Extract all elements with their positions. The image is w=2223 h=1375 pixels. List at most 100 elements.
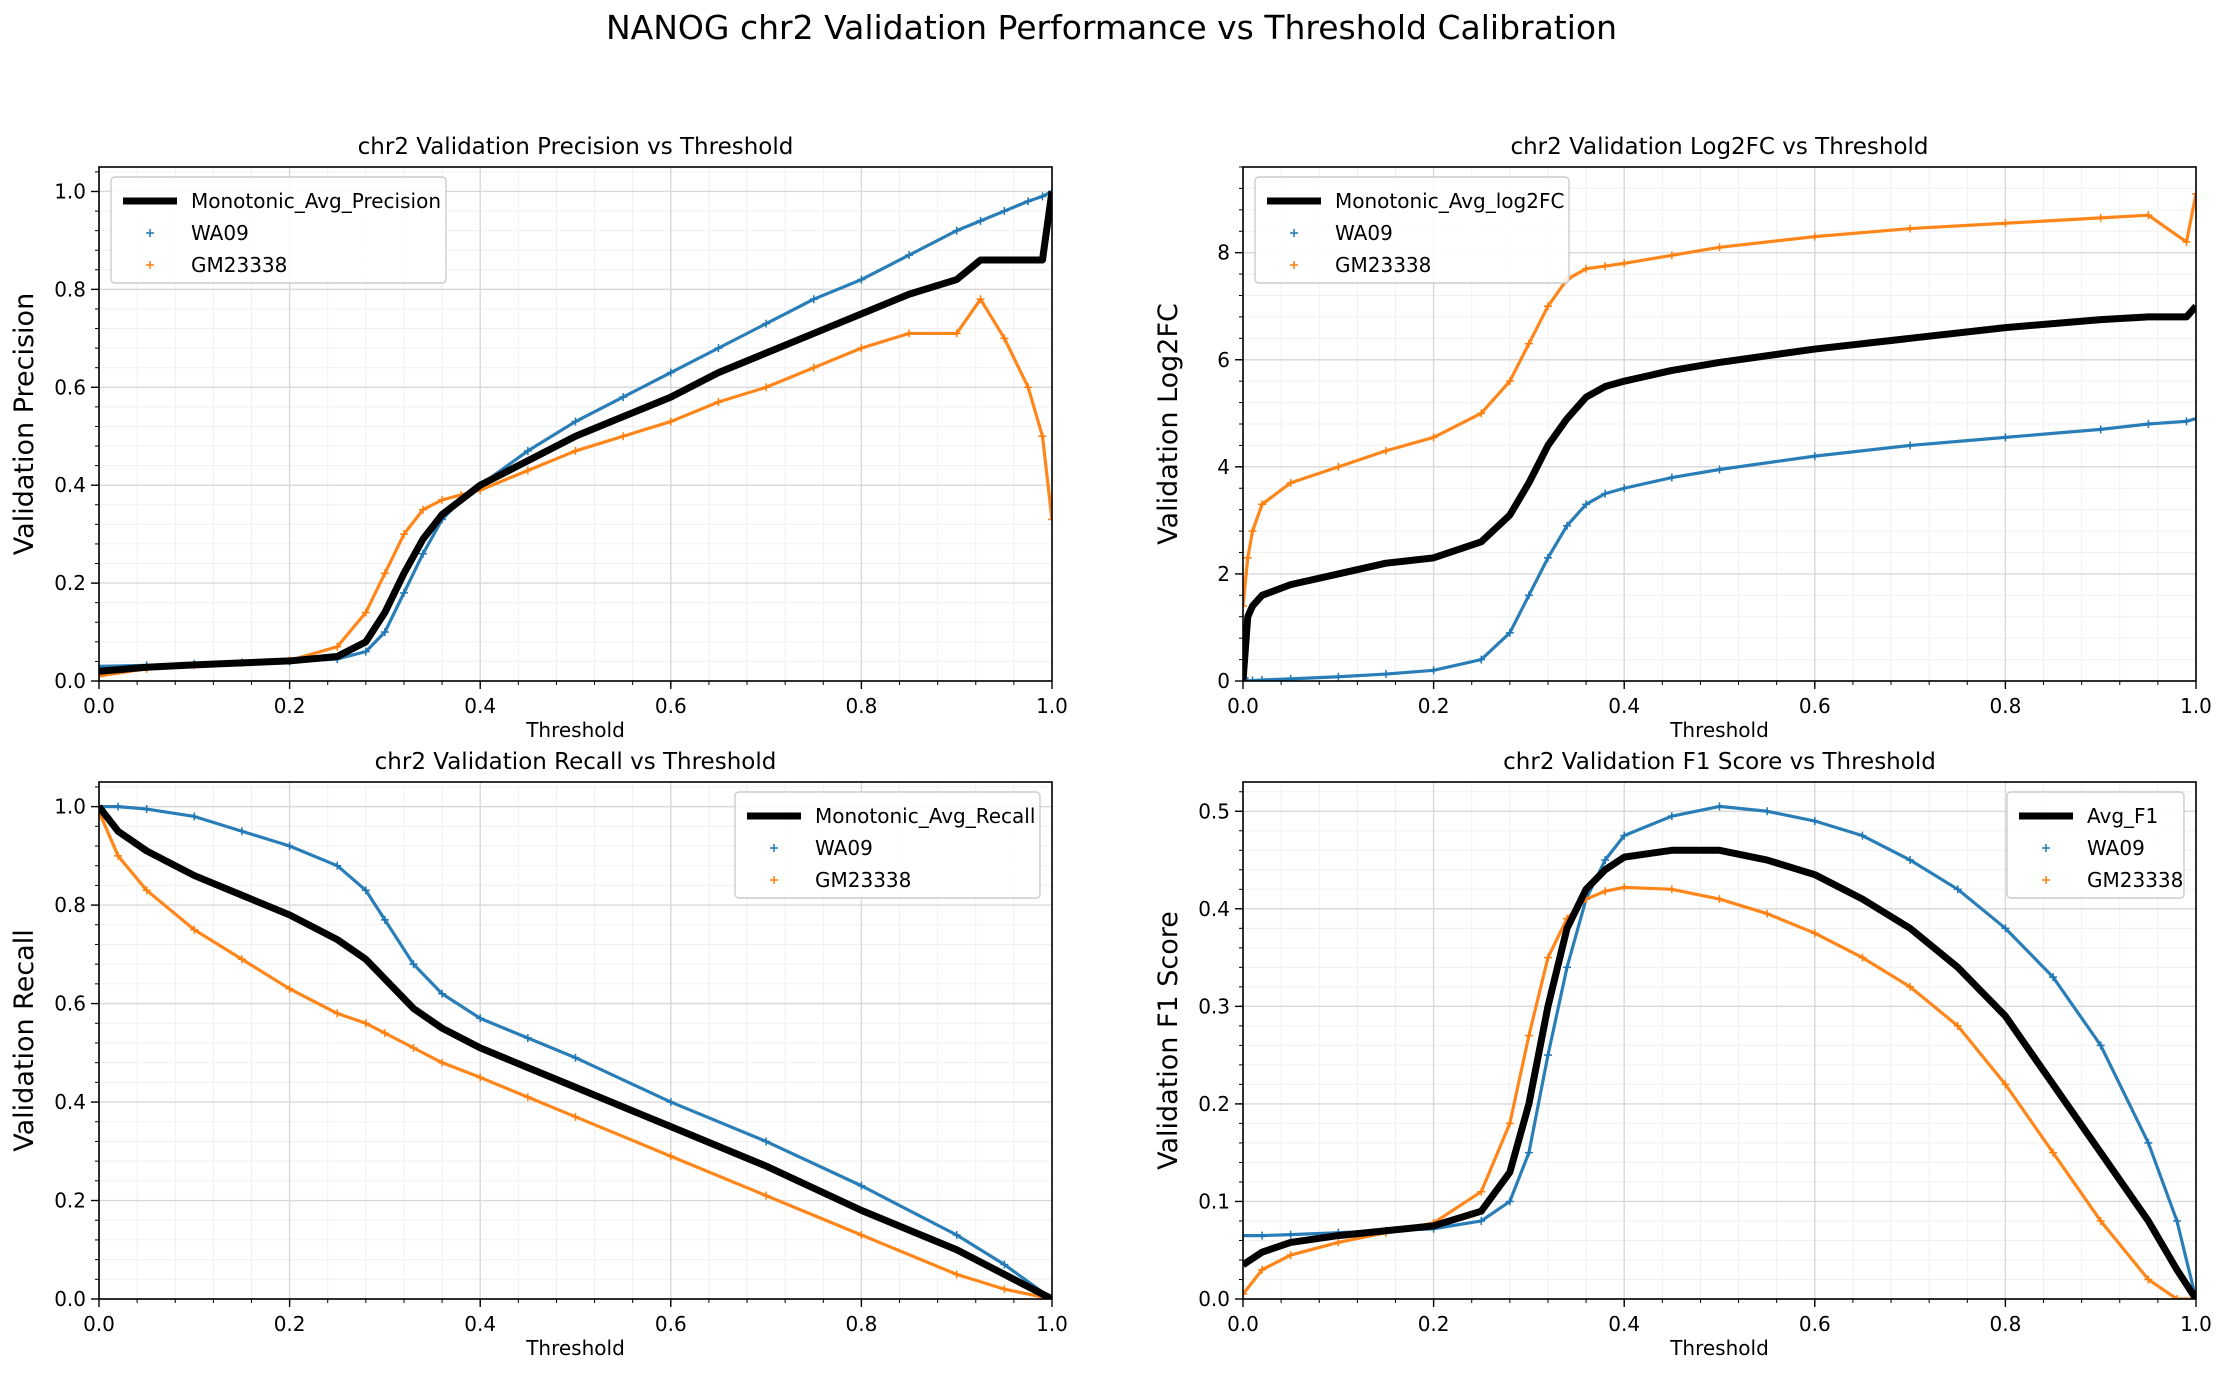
y-axis-label: Validation F1 Score bbox=[1153, 911, 1184, 1170]
data-point bbox=[1000, 1285, 1009, 1294]
data-point bbox=[523, 446, 532, 455]
data-point bbox=[2049, 973, 2058, 982]
legend-box bbox=[110, 176, 447, 284]
data-point bbox=[399, 588, 408, 597]
y-tick-label: 4 bbox=[1217, 455, 1230, 479]
data-point bbox=[2096, 213, 2105, 222]
legend: Monotonic_Avg_Precision WA09 GM23338 bbox=[110, 176, 447, 284]
y-axis-label: Validation Recall bbox=[9, 929, 40, 1151]
data-point bbox=[1334, 672, 1343, 681]
legend-entry: Monotonic_Avg_Precision bbox=[191, 189, 441, 213]
x-tick-label: 0.8 bbox=[845, 694, 877, 718]
data-point bbox=[1582, 264, 1591, 273]
data-point bbox=[1048, 515, 1052, 524]
series-trace-1 bbox=[99, 805, 1052, 1299]
series-line-0 bbox=[99, 190, 1052, 675]
data-point bbox=[1620, 259, 1629, 268]
data-point bbox=[1243, 1231, 1247, 1240]
legend-entry: GM23338 bbox=[815, 868, 911, 892]
data-point bbox=[1243, 602, 1247, 611]
y-tick-label: 2 bbox=[1217, 562, 1230, 586]
data-point bbox=[809, 363, 818, 372]
data-point bbox=[1810, 929, 1819, 938]
x-tick-label: 0.2 bbox=[1418, 1312, 1450, 1336]
data-point bbox=[1582, 500, 1591, 509]
data-point bbox=[1543, 553, 1552, 562]
x-tick-label: 0.0 bbox=[1227, 1312, 1259, 1336]
data-point bbox=[285, 984, 294, 993]
legend-box bbox=[734, 791, 1041, 899]
y-tick-label: 0.2 bbox=[1198, 1092, 1230, 1116]
data-point bbox=[1906, 224, 1915, 233]
data-point bbox=[1601, 489, 1610, 498]
data-point bbox=[1524, 1031, 1533, 1040]
data-point bbox=[1667, 473, 1676, 482]
data-point bbox=[1477, 1216, 1486, 1225]
data-point bbox=[237, 827, 246, 836]
data-point bbox=[1258, 675, 1267, 681]
x-tick-label: 0.4 bbox=[1608, 694, 1640, 718]
data-point bbox=[2172, 1295, 2181, 1299]
data-point bbox=[114, 802, 123, 811]
series-line-0 bbox=[1243, 846, 2196, 1299]
x-tick-label: 0.4 bbox=[464, 1312, 496, 1336]
data-point bbox=[905, 329, 914, 338]
data-point bbox=[1524, 591, 1533, 600]
x-tick-label: 0.6 bbox=[1799, 1312, 1831, 1336]
series-trace-2 bbox=[1243, 885, 2196, 1299]
data-point bbox=[361, 608, 370, 617]
legend: Monotonic_Avg_Recall WA09 GM23338 bbox=[734, 791, 1041, 899]
data-point bbox=[1524, 339, 1533, 348]
data-point bbox=[762, 319, 771, 328]
legend-entry: WA09 bbox=[191, 221, 249, 245]
data-point bbox=[952, 1230, 961, 1239]
data-point bbox=[571, 1112, 580, 1121]
data-point bbox=[438, 1058, 447, 1067]
data-point bbox=[1667, 251, 1676, 260]
data-point bbox=[419, 505, 428, 514]
x-tick-label: 0.8 bbox=[845, 1312, 877, 1336]
x-tick-label: 0.0 bbox=[83, 1312, 115, 1336]
data-point bbox=[380, 628, 389, 637]
data-point bbox=[976, 216, 985, 225]
chart-4: 0.0 0.2 0.4 0.6 0.8 1.0 0.0 0.1 0.2 0.3 0.4 0.5 chr2… bbox=[1153, 749, 2212, 1360]
y-tick-label: 1.0 bbox=[54, 795, 86, 819]
axes-frame bbox=[1242, 781, 2197, 1300]
y-tick-label: 0.2 bbox=[54, 1189, 86, 1213]
data-point bbox=[905, 251, 914, 260]
legend-entry: GM23338 bbox=[1335, 253, 1431, 277]
data-point bbox=[1810, 452, 1819, 461]
data-point bbox=[2049, 1148, 2058, 1157]
data-point bbox=[1286, 1251, 1295, 1260]
data-point bbox=[571, 446, 580, 455]
x-axis-label: Threshold bbox=[525, 1336, 625, 1360]
data-point bbox=[1620, 831, 1629, 840]
data-point bbox=[190, 812, 199, 821]
data-point bbox=[2144, 1138, 2153, 1147]
y-tick-label: 6 bbox=[1217, 348, 1230, 372]
series-trace-2 bbox=[99, 810, 1052, 1299]
y-tick-label: 1.0 bbox=[54, 179, 86, 203]
legend-entry: Avg_F1 bbox=[2087, 804, 2158, 828]
x-tick-label: 1.0 bbox=[1036, 694, 1068, 718]
data-point bbox=[1906, 441, 1915, 450]
data-point bbox=[1258, 1265, 1267, 1274]
data-point bbox=[438, 989, 447, 998]
y-tick-label: 0.6 bbox=[54, 375, 86, 399]
data-point bbox=[1000, 207, 1009, 216]
x-tick-label: 1.0 bbox=[2180, 1312, 2212, 1336]
x-tick-label: 0.6 bbox=[1799, 694, 1831, 718]
data-point bbox=[1429, 666, 1438, 675]
y-tick-label: 0.8 bbox=[54, 893, 86, 917]
data-point bbox=[114, 851, 123, 860]
data-point bbox=[1715, 465, 1724, 474]
data-point bbox=[976, 295, 985, 304]
chart-title: chr2 Validation F1 Score vs Threshold bbox=[1503, 749, 1936, 775]
y-axis-label: Validation Log2FC bbox=[1153, 303, 1184, 545]
data-point bbox=[523, 1034, 532, 1043]
data-point bbox=[1243, 1290, 1247, 1299]
plot-area bbox=[99, 802, 1052, 1299]
y-tick-label: 0.4 bbox=[54, 1090, 86, 1114]
data-point bbox=[1543, 953, 1552, 962]
